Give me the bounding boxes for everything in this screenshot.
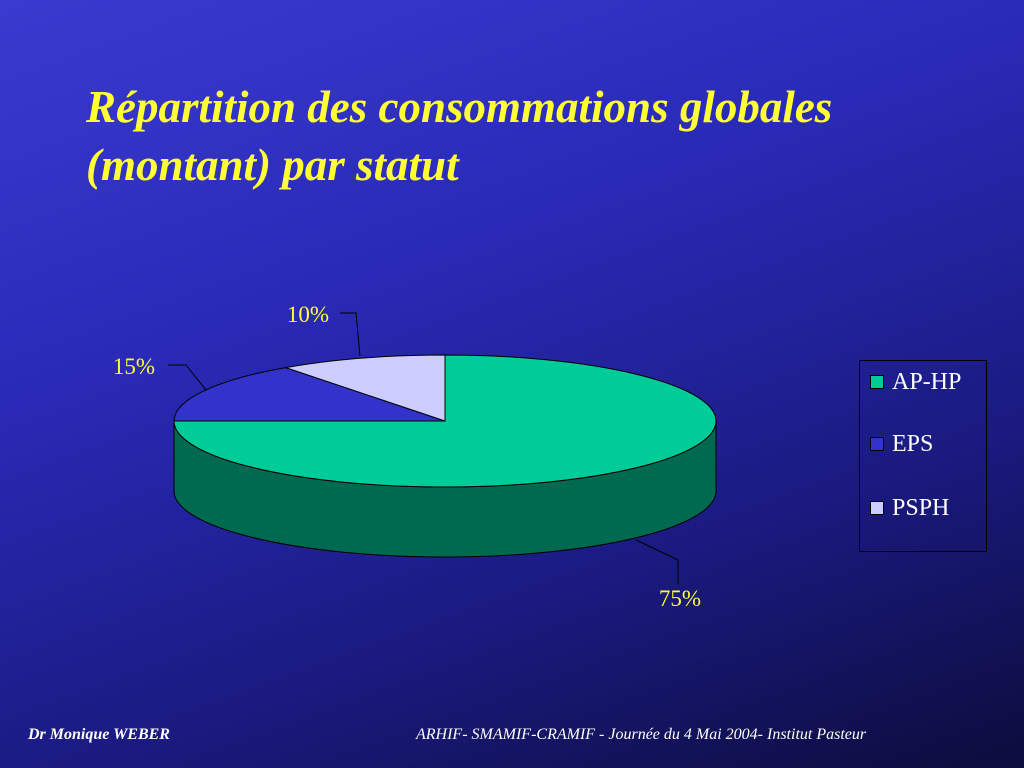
legend-label-psph: PSPH: [892, 494, 950, 521]
pie-slice-eps: [173, 367, 446, 422]
chart-legend: AP-HP EPS PSPH: [859, 360, 987, 552]
legend-item-psph: PSPH: [870, 495, 949, 521]
slide-title: Répartition des consommations globales (…: [86, 78, 986, 194]
slide-title-line-1: Répartition des consommations globales: [86, 82, 833, 132]
leader-line-eps: [168, 364, 207, 391]
legend-item-ap-hp: AP-HP: [870, 369, 961, 395]
data-label-ap-hp: 75%: [659, 586, 701, 611]
leader-line-ap-hp: [635, 539, 679, 584]
leader-line-psph: [340, 312, 361, 357]
legend-swatch-psph: [870, 501, 884, 515]
data-label-eps: 15%: [113, 354, 155, 379]
footer-event: ARHIF- SMAMIF-CRAMIF - Journée du 4 Mai …: [416, 726, 867, 743]
data-label-psph: 10%: [287, 302, 329, 327]
legend-swatch-ap-hp: [870, 375, 884, 389]
legend-item-eps: EPS: [870, 431, 933, 457]
slide-title-line-2: (montant) par statut: [86, 140, 459, 190]
legend-label-ap-hp: AP-HP: [892, 368, 962, 395]
legend-label-eps: EPS: [892, 430, 934, 457]
pie-slice-psph: [285, 354, 446, 422]
pie-slice-ap-hp: [173, 354, 717, 488]
footer-author: Dr Monique WEBER: [28, 726, 170, 743]
legend-swatch-eps: [870, 437, 884, 451]
